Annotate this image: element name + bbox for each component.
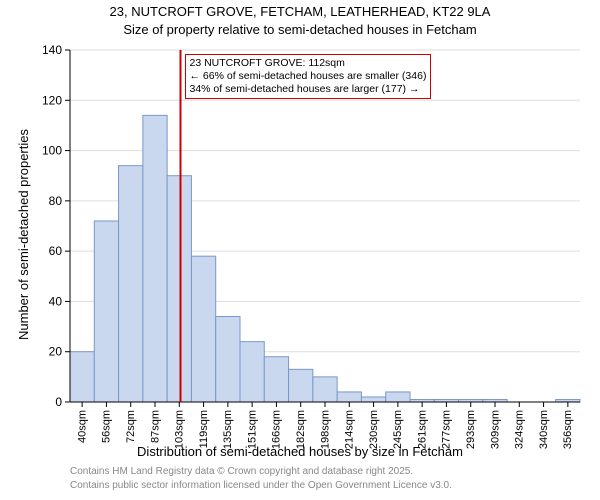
svg-text:119sqm: 119sqm xyxy=(198,410,210,448)
svg-text:120: 120 xyxy=(42,93,62,107)
y-axis-label: Number of semi-detached properties xyxy=(16,129,31,340)
x-axis-label: Distribution of semi-detached houses by … xyxy=(0,444,600,459)
svg-text:87sqm: 87sqm xyxy=(149,410,161,443)
svg-text:20: 20 xyxy=(49,345,63,359)
annotation-line: 34% of semi-detached houses are larger (… xyxy=(190,83,427,96)
svg-text:40sqm: 40sqm xyxy=(76,410,88,443)
footer-line2: Contains public sector information licen… xyxy=(70,480,452,491)
svg-text:100: 100 xyxy=(42,144,62,158)
svg-text:60: 60 xyxy=(49,244,63,258)
svg-text:80: 80 xyxy=(49,194,63,208)
footer-line1: Contains HM Land Registry data © Crown c… xyxy=(70,466,413,477)
reference-annotation: 23 NUTCROFT GROVE: 112sqm← 66% of semi-d… xyxy=(185,54,432,99)
property-size-histogram: 23, NUTCROFT GROVE, FETCHAM, LEATHERHEAD… xyxy=(0,0,600,500)
svg-text:72sqm: 72sqm xyxy=(125,410,137,443)
svg-text:140: 140 xyxy=(42,43,62,57)
annotation-line: 23 NUTCROFT GROVE: 112sqm xyxy=(190,57,427,70)
svg-text:56sqm: 56sqm xyxy=(101,410,113,443)
annotation-line: ← 66% of semi-detached houses are smalle… xyxy=(190,70,427,83)
svg-text:0: 0 xyxy=(55,395,62,409)
svg-text:40: 40 xyxy=(49,294,63,308)
